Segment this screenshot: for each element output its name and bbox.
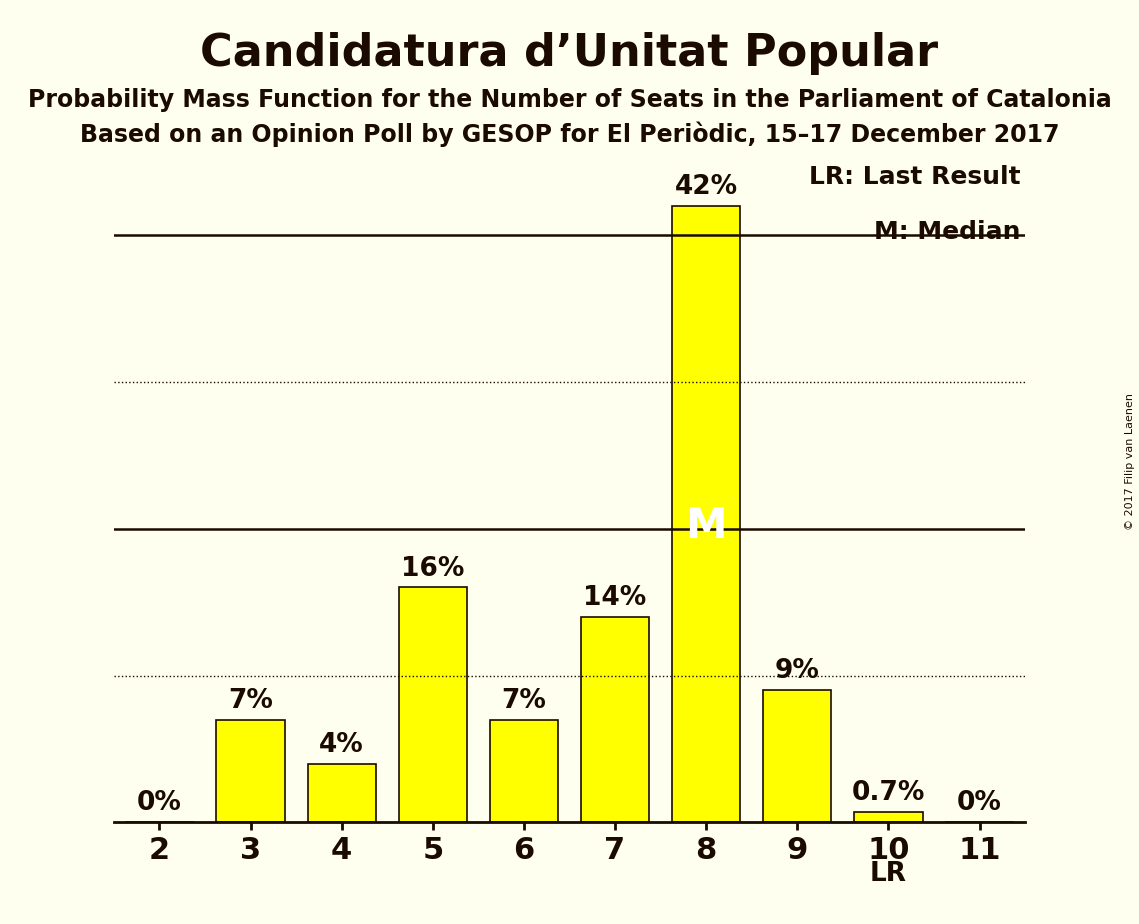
Text: LR: Last Result: LR: Last Result: [809, 164, 1021, 188]
Text: 14%: 14%: [583, 585, 647, 611]
Bar: [308, 763, 376, 822]
Text: Based on an Opinion Poll by GESOP for El Periòdic, 15–17 December 2017: Based on an Opinion Poll by GESOP for El…: [80, 122, 1059, 148]
Text: 16%: 16%: [401, 555, 465, 581]
Text: 0%: 0%: [957, 791, 1002, 817]
Bar: [216, 720, 285, 822]
Text: 7%: 7%: [228, 687, 273, 713]
Bar: [399, 588, 467, 822]
Bar: [854, 812, 923, 822]
Text: 0%: 0%: [137, 791, 182, 817]
Text: 42%: 42%: [674, 174, 738, 200]
Text: LR: LR: [870, 861, 907, 887]
Text: 9%: 9%: [775, 659, 820, 685]
Text: Candidatura d’Unitat Popular: Candidatura d’Unitat Popular: [200, 32, 939, 76]
Text: © 2017 Filip van Laenen: © 2017 Filip van Laenen: [1125, 394, 1134, 530]
Text: Probability Mass Function for the Number of Seats in the Parliament of Catalonia: Probability Mass Function for the Number…: [27, 88, 1112, 112]
Text: M: Median: M: Median: [874, 221, 1021, 245]
Text: 0.7%: 0.7%: [852, 780, 925, 807]
Text: 4%: 4%: [319, 732, 364, 758]
Bar: [672, 206, 740, 822]
Text: 7%: 7%: [501, 687, 547, 713]
Bar: [763, 690, 831, 822]
Text: M: M: [686, 505, 727, 547]
Bar: [490, 720, 558, 822]
Bar: [581, 617, 649, 822]
